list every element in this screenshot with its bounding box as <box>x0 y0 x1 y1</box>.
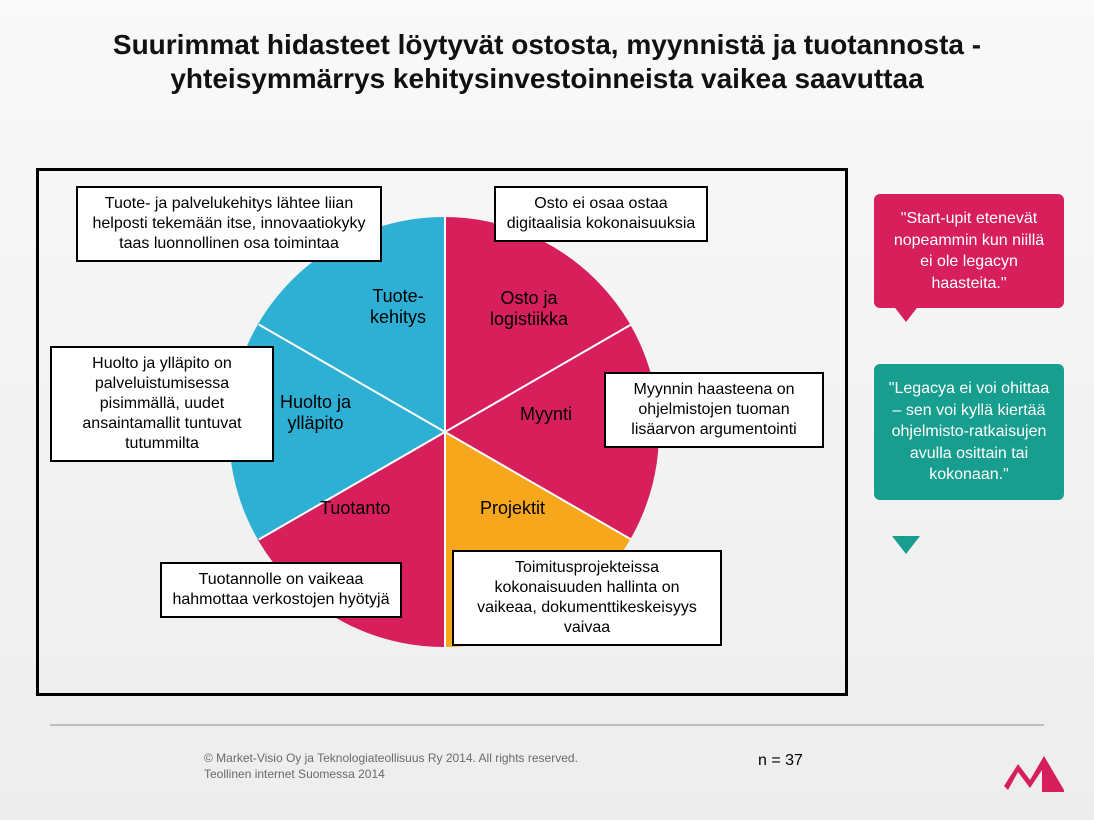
callout-box: Toimitusprojekteissa kokonaisuuden halli… <box>452 550 722 646</box>
pie-slice-label: Myynti <box>520 404 572 425</box>
callout-box: Tuote- ja palvelukehitys lähtee liian he… <box>76 186 382 262</box>
sample-size: n = 37 <box>758 752 803 770</box>
quote-tail <box>892 304 920 322</box>
pie-slice-label: Projektit <box>480 498 545 519</box>
copyright: © Market-Visio Oy ja Teknologiateollisuu… <box>204 750 578 782</box>
logo-path <box>1004 756 1064 792</box>
pie-slice-label: Osto ja logistiikka <box>490 288 568 329</box>
pie-separator <box>444 217 446 432</box>
callout-box: Osto ei osaa ostaa digitaalisia kokonais… <box>494 186 708 242</box>
callout-box: Huolto ja ylläpito on palveluistumisessa… <box>50 346 274 462</box>
pie-slice-label: Huolto ja ylläpito <box>280 392 351 433</box>
quote-bubble: "Start-upit etenevät nopeammin kun niill… <box>874 194 1064 308</box>
copyright-line-2: Teollinen internet Suomessa 2014 <box>204 766 578 782</box>
footer-divider <box>50 724 1044 726</box>
copyright-line-1: © Market-Visio Oy ja Teknologiateollisuu… <box>204 750 578 766</box>
quote-bubble: "Legacya ei voi ohittaa – sen voi kyllä … <box>874 364 1064 500</box>
brand-logo <box>1002 746 1066 792</box>
callout-box: Myynnin haasteena on ohjelmistojen tuoma… <box>604 372 824 448</box>
pie-slice-label: Tuotanto <box>320 498 390 519</box>
callout-box: Tuotannolle on vaikeaa hahmottaa verkost… <box>160 562 402 618</box>
pie-separator <box>444 432 446 647</box>
pie-slice-label: Tuote- kehitys <box>370 286 426 327</box>
page-title: Suurimmat hidasteet löytyvät ostosta, my… <box>0 0 1094 95</box>
pie-separator <box>258 431 445 540</box>
quote-tail <box>892 536 920 554</box>
